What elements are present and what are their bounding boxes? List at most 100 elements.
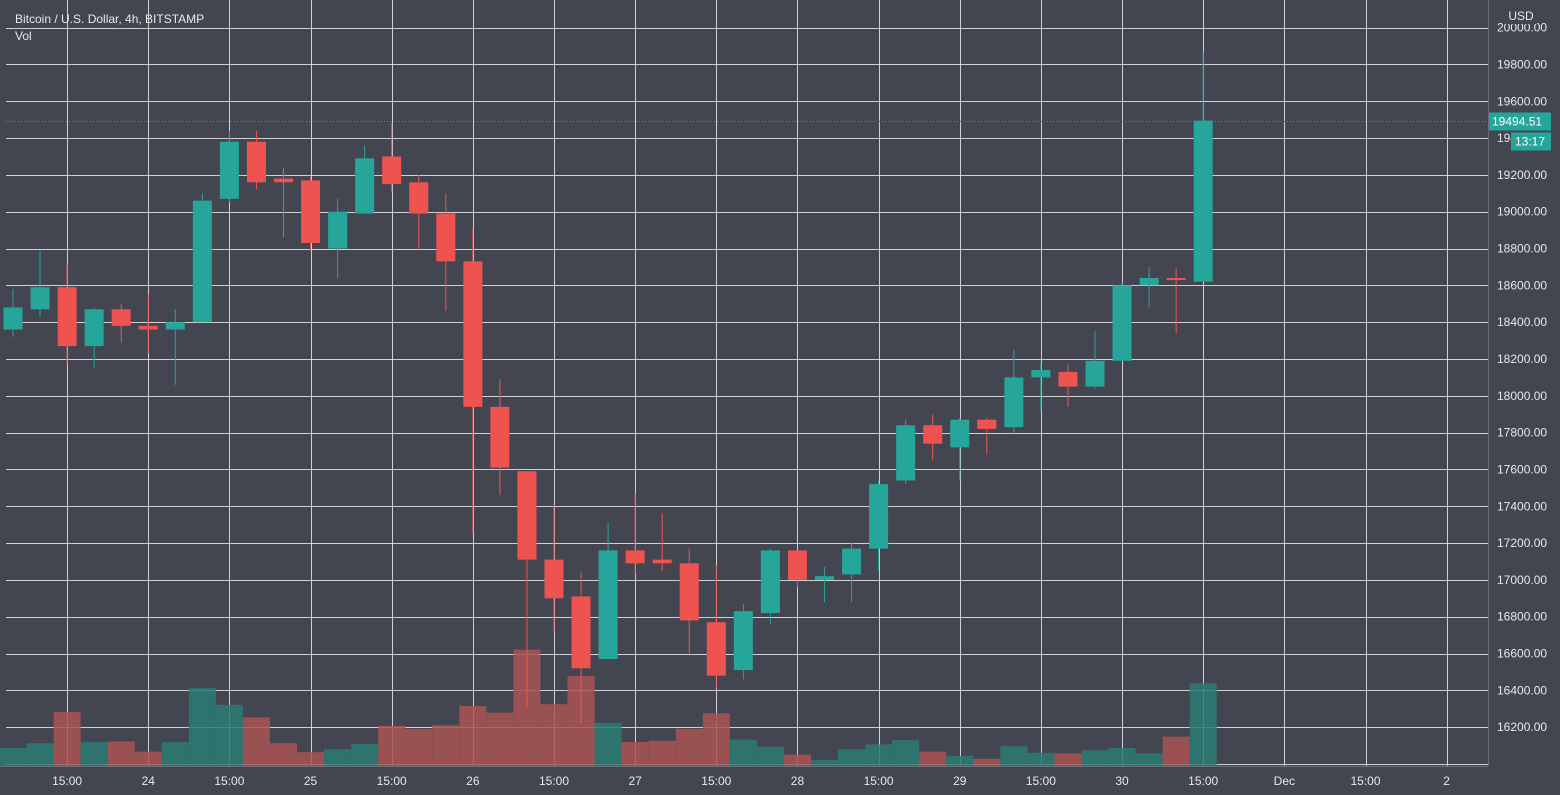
candle-body (165, 322, 185, 330)
candle (84, 307, 104, 369)
volume-bar (1108, 748, 1136, 766)
time-tick-label: 15:00 (52, 774, 82, 788)
time-tick-label: 2 (1443, 774, 1450, 788)
candle-body (571, 596, 591, 669)
price-tick-label: 18800.00 (1497, 242, 1547, 256)
candle (544, 504, 564, 632)
candle-body (896, 425, 916, 481)
candles (3, 51, 1213, 724)
countdown-label: 13:17 (1515, 135, 1545, 149)
candle (815, 567, 834, 602)
candle (517, 471, 537, 709)
price-tick-label: 17400.00 (1497, 499, 1547, 513)
candle-body (679, 563, 699, 621)
price-tick-label: 19600.00 (1497, 94, 1547, 108)
candle-body (869, 484, 889, 549)
candle-body (815, 576, 834, 580)
volume-bar (405, 728, 433, 766)
price-tick-label: 19200.00 (1497, 168, 1547, 182)
candle (355, 145, 375, 214)
candle-body (1139, 277, 1159, 286)
candle-body (382, 156, 402, 185)
volume-bar (621, 742, 649, 766)
price-tick-label: 16600.00 (1497, 647, 1547, 661)
volume-bar (270, 743, 297, 766)
candle (436, 193, 456, 312)
currency-label: USD (1508, 9, 1534, 23)
volume-bar (459, 706, 487, 766)
symbol-title[interactable]: Bitcoin / U.S. Dollar, 4h, BITSTAMP (15, 12, 205, 26)
volume-bar (838, 749, 866, 766)
volume-bar (973, 758, 1001, 766)
time-axis-bg (0, 766, 1488, 795)
volume-bar (865, 744, 893, 766)
candle-body (1058, 371, 1078, 387)
price-tick-label: 16200.00 (1497, 720, 1547, 734)
volume-bar (540, 704, 568, 766)
volume-bar (351, 743, 379, 766)
candle-body (842, 548, 862, 575)
volume-bar (675, 728, 703, 766)
candle (382, 123, 402, 192)
price-tick-label: 17000.00 (1497, 573, 1547, 587)
volume-bar (946, 755, 974, 766)
candle-body (1166, 277, 1186, 280)
candle-body (923, 425, 943, 444)
candle (219, 130, 239, 203)
volume-bar (729, 739, 757, 766)
price-tick-label: 18600.00 (1497, 278, 1547, 292)
time-axis[interactable]: 15:00 24 15:00 25 15:00 26 15:00 27 15:00 28 15:00… (0, 766, 1488, 795)
candle (192, 193, 212, 323)
time-tick-label: 15:00 (1350, 774, 1380, 788)
candle (328, 198, 348, 278)
candle (301, 176, 321, 251)
candle (1166, 268, 1186, 334)
candle (463, 228, 483, 534)
candle-body (1004, 377, 1024, 428)
last-price-tag-bg (1489, 112, 1551, 131)
candle-body (274, 178, 293, 183)
candle (246, 130, 266, 190)
candle (1004, 349, 1024, 433)
candle (869, 480, 889, 571)
candle-body (111, 309, 131, 326)
candle-body (138, 325, 158, 330)
volume-bar (134, 751, 162, 766)
volume-bar (594, 722, 622, 766)
candle (30, 250, 50, 317)
volume-bar (892, 740, 920, 766)
last-price-label: 19494.51 (1492, 115, 1542, 129)
volume-bar (1000, 746, 1028, 766)
candle-body (219, 141, 239, 199)
volume-bar (486, 712, 514, 766)
candle-body (517, 471, 537, 560)
candle-body (950, 419, 970, 448)
volume-bar (378, 725, 406, 766)
candle (842, 543, 862, 602)
candle (760, 548, 780, 625)
volume-bar (1027, 752, 1055, 766)
candle (165, 309, 185, 385)
candle-body (1031, 370, 1051, 378)
candle-body (84, 309, 104, 347)
candle-body (787, 550, 807, 580)
candle (274, 167, 293, 238)
candle (977, 417, 997, 455)
volume-bar (80, 742, 108, 766)
time-tick-label: 30 (1115, 774, 1129, 788)
candle (138, 294, 158, 354)
volume-bar (756, 746, 784, 766)
candle (1031, 362, 1051, 411)
candle (598, 522, 618, 660)
volume-bar (0, 748, 27, 766)
volume-indicator-label[interactable]: Vol (15, 29, 32, 43)
time-tick-label: 15:00 (1026, 774, 1056, 788)
price-tick-label: 16400.00 (1497, 683, 1547, 697)
price-tick-label: 16800.00 (1497, 610, 1547, 624)
candle (409, 174, 429, 251)
volume-bar (919, 751, 947, 766)
currency-tag[interactable]: USD (1505, 6, 1537, 24)
candle-body (490, 406, 510, 468)
